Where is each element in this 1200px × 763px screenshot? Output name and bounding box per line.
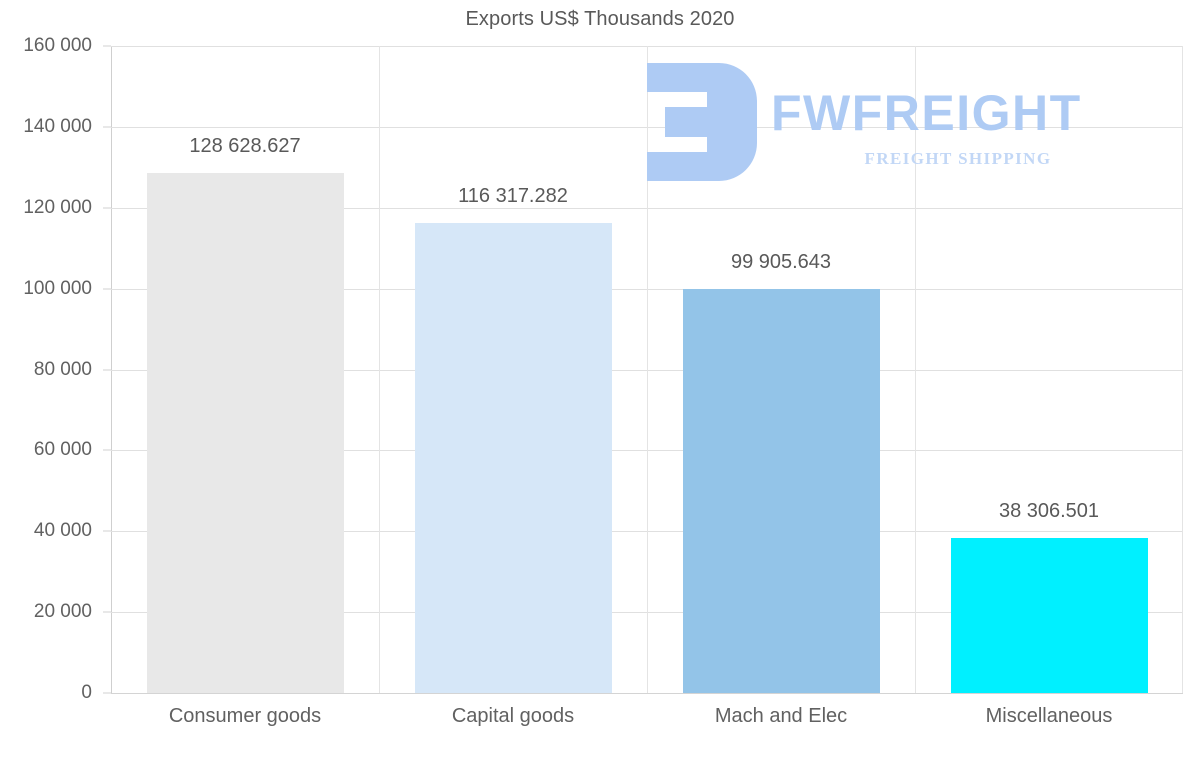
y-tick-label: 20 000 [33, 601, 92, 622]
x-axis-label: Mach and Elec [714, 705, 848, 727]
y-tick-mark [103, 207, 111, 209]
bar-value-label: 99 905.643 [730, 251, 832, 273]
y-tick-mark [103, 369, 111, 371]
bar[interactable] [415, 223, 612, 693]
category-gridline [915, 46, 916, 693]
y-tick-mark [103, 288, 111, 290]
x-axis-label: Consumer goods [168, 705, 322, 727]
gridline [111, 693, 1183, 694]
y-tick-mark [103, 45, 111, 47]
category-gridline [379, 46, 380, 693]
y-tick-label: 40 000 [33, 520, 92, 541]
y-tick-label: 140 000 [23, 116, 92, 137]
y-tick-label: 0 [81, 682, 92, 703]
x-axis-label: Capital goods [451, 705, 575, 727]
category-gridline [1182, 46, 1183, 693]
bar-value-label: 128 628.627 [189, 135, 301, 157]
bar-value-label: 38 306.501 [998, 500, 1100, 522]
category-gridline [647, 46, 648, 693]
y-tick-mark [103, 530, 111, 532]
x-axis-label: Miscellaneous [985, 705, 1113, 727]
y-tick-mark [103, 126, 111, 128]
chart-title: Exports US$ Thousands 2020 [465, 8, 735, 30]
bar[interactable] [951, 538, 1148, 693]
y-tick-label: 120 000 [23, 197, 92, 218]
y-tick-label: 80 000 [33, 359, 92, 380]
bar[interactable] [683, 289, 880, 693]
y-tick-mark [103, 611, 111, 613]
bar-value-label: 116 317.282 [458, 185, 568, 207]
y-tick-mark [103, 692, 111, 694]
y-tick-label: 160 000 [23, 35, 92, 56]
plot-area [111, 46, 1183, 693]
bar[interactable] [147, 173, 344, 693]
y-tick-mark [103, 449, 111, 451]
y-tick-label: 60 000 [33, 439, 92, 460]
y-tick-label: 100 000 [23, 278, 92, 299]
